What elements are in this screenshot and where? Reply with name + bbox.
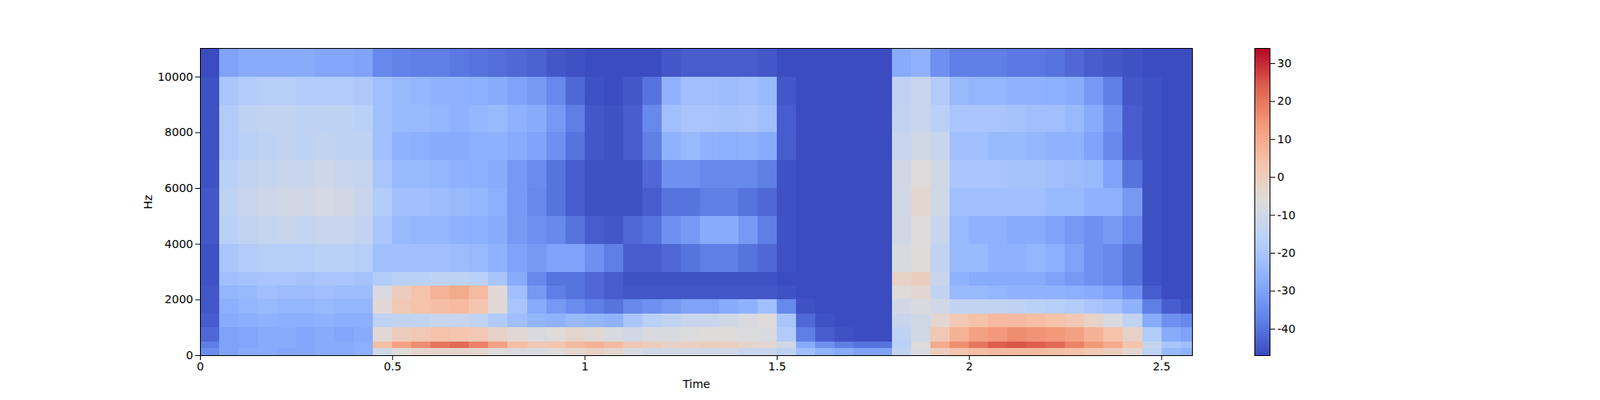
- svg-text:0: 0: [186, 348, 194, 362]
- svg-text:10000: 10000: [157, 70, 194, 84]
- svg-text:0: 0: [196, 360, 204, 373]
- svg-text:0.5: 0.5: [384, 360, 402, 373]
- svg-text:8000: 8000: [164, 125, 194, 139]
- svg-text:-30: -30: [1277, 284, 1296, 297]
- svg-text:-40: -40: [1277, 322, 1296, 336]
- svg-text:4000: 4000: [164, 237, 194, 251]
- svg-text:Hz: Hz: [141, 195, 155, 210]
- svg-text:2: 2: [965, 360, 973, 373]
- svg-text:-20: -20: [1277, 246, 1296, 260]
- svg-text:20: 20: [1277, 94, 1292, 108]
- svg-text:-10: -10: [1277, 208, 1296, 222]
- svg-text:6000: 6000: [164, 181, 194, 195]
- svg-text:Time: Time: [681, 377, 710, 391]
- svg-text:30: 30: [1277, 56, 1292, 70]
- svg-text:0: 0: [1277, 170, 1285, 184]
- svg-text:1.5: 1.5: [768, 360, 786, 373]
- svg-text:2.5: 2.5: [1152, 360, 1171, 373]
- svg-text:1: 1: [581, 360, 589, 373]
- svg-text:10: 10: [1277, 132, 1292, 146]
- svg-text:2000: 2000: [164, 292, 194, 306]
